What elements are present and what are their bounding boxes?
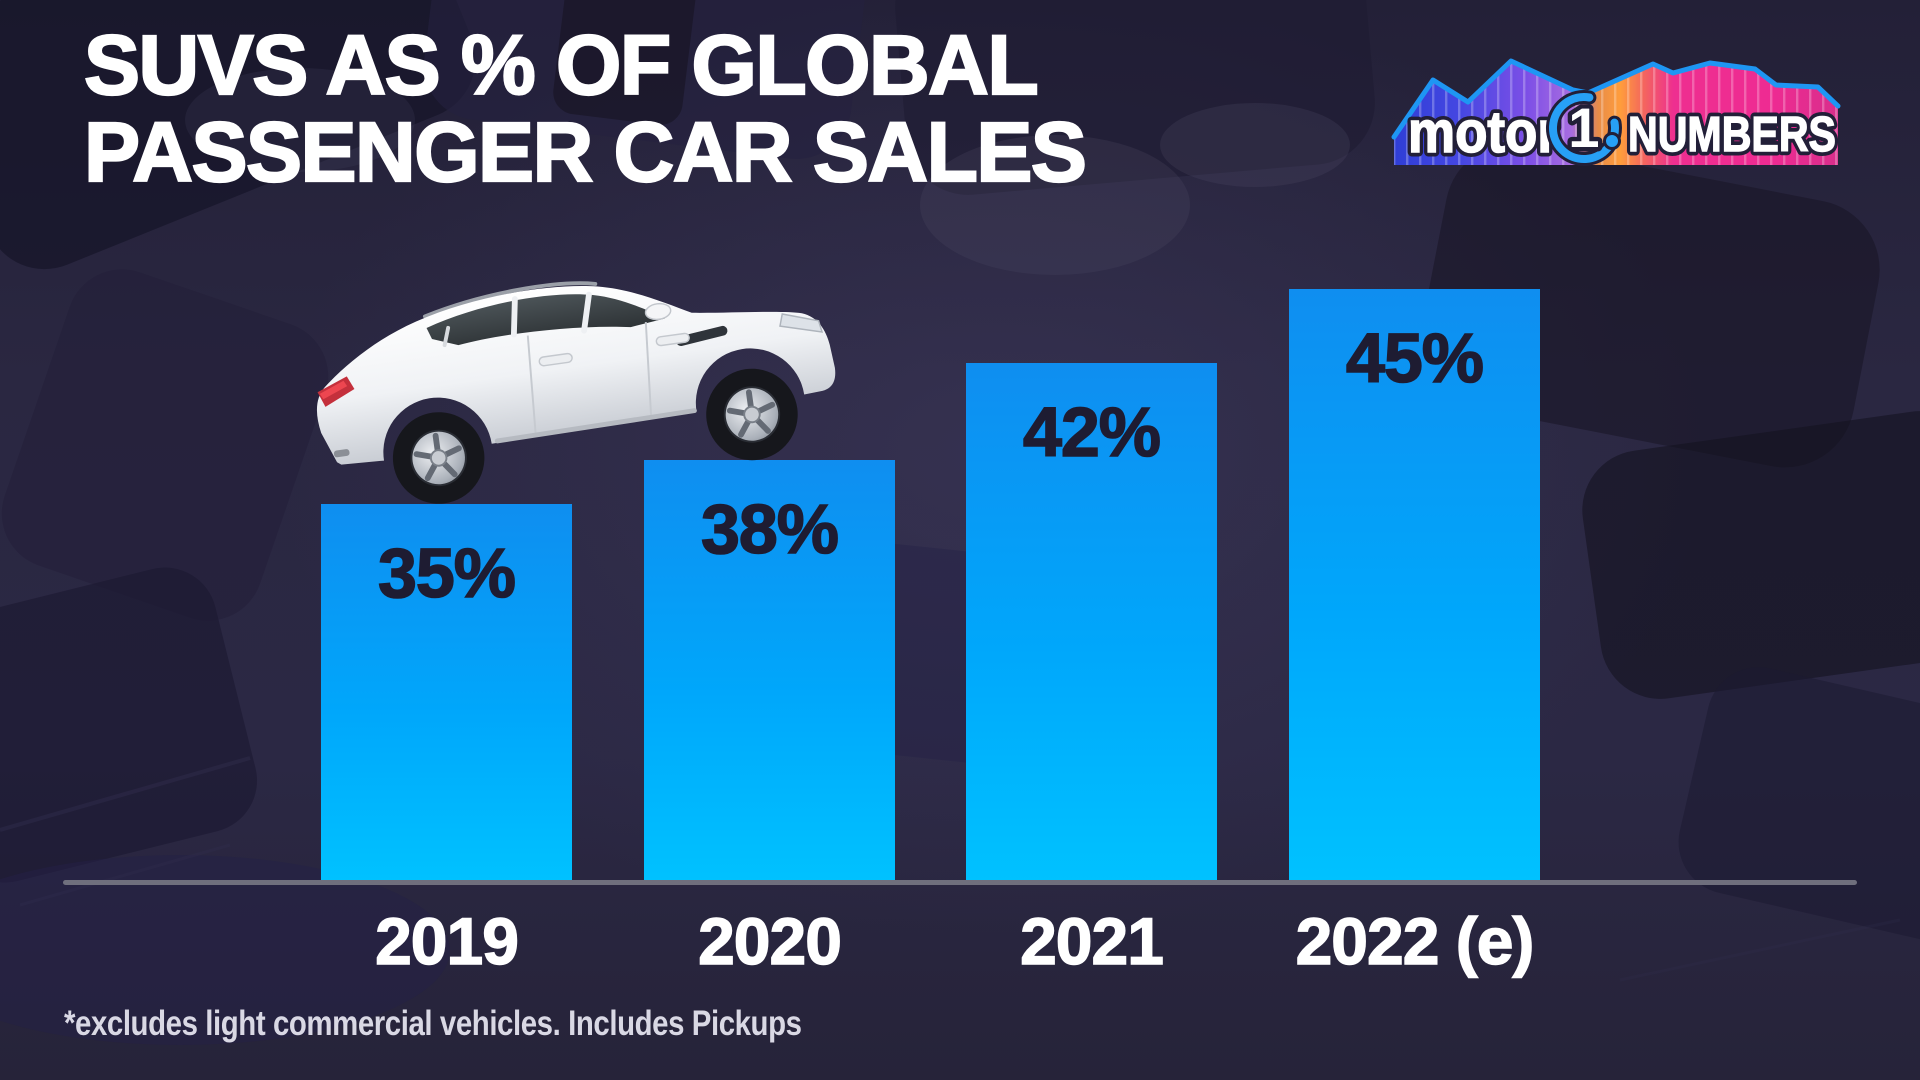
x-axis-label-2019: 2019 [374,904,519,978]
suv-headlight [779,313,824,333]
x-axis-label-2021: 2021 [1019,904,1164,978]
bar-2022 (e): 45% [1289,289,1540,883]
sparkline-mountain-graphic [1391,58,1841,165]
suv-front-wheel [706,368,798,461]
logo-motor-text: motor [1408,100,1558,165]
logo-period-dot [1603,132,1621,150]
x-axis-line [63,880,1857,885]
logo-numbers-text-top: NUMBERS [1628,108,1836,162]
logo-numbers-text: NUMBERS [1628,108,1836,162]
logo-one-text-top: 1 [1568,96,1599,159]
x-axis-label-2020: 2020 [697,904,842,978]
suv-image [317,281,836,504]
bar-2021: 42% [966,363,1217,883]
bar-value-label: 38% [700,490,840,568]
x-axis-label-2022 (e): 2022 (e) [1295,904,1535,978]
motor1-numbers-logo: motor motor 1 1 NUMBERS NUMBERS [1391,58,1841,170]
suv-windows [426,294,665,346]
page-title: SUVS AS % OF GLOBAL PASSENGER CAR SALES [83,18,1088,199]
suv-rear-wheel [392,412,485,504]
page-title-line-2: PASSENGER CAR SALES [83,105,1088,199]
bar-2019: 35% [321,504,572,883]
page-title-line-1: SUVS AS % OF GLOBAL [83,18,1040,112]
bar-value-label: 42% [1022,393,1162,471]
bar-value-label: 35% [377,534,517,612]
logo-motor-text-top: motor [1408,100,1558,165]
bar-2020: 38% [644,460,895,883]
logo-one-badge-icon: 1 1 [1546,90,1622,166]
logo-one-text: 1 [1568,96,1599,159]
bar-value-label: 45% [1345,319,1485,397]
footnote: *excludes light commercial vehicles. Inc… [64,1004,802,1043]
